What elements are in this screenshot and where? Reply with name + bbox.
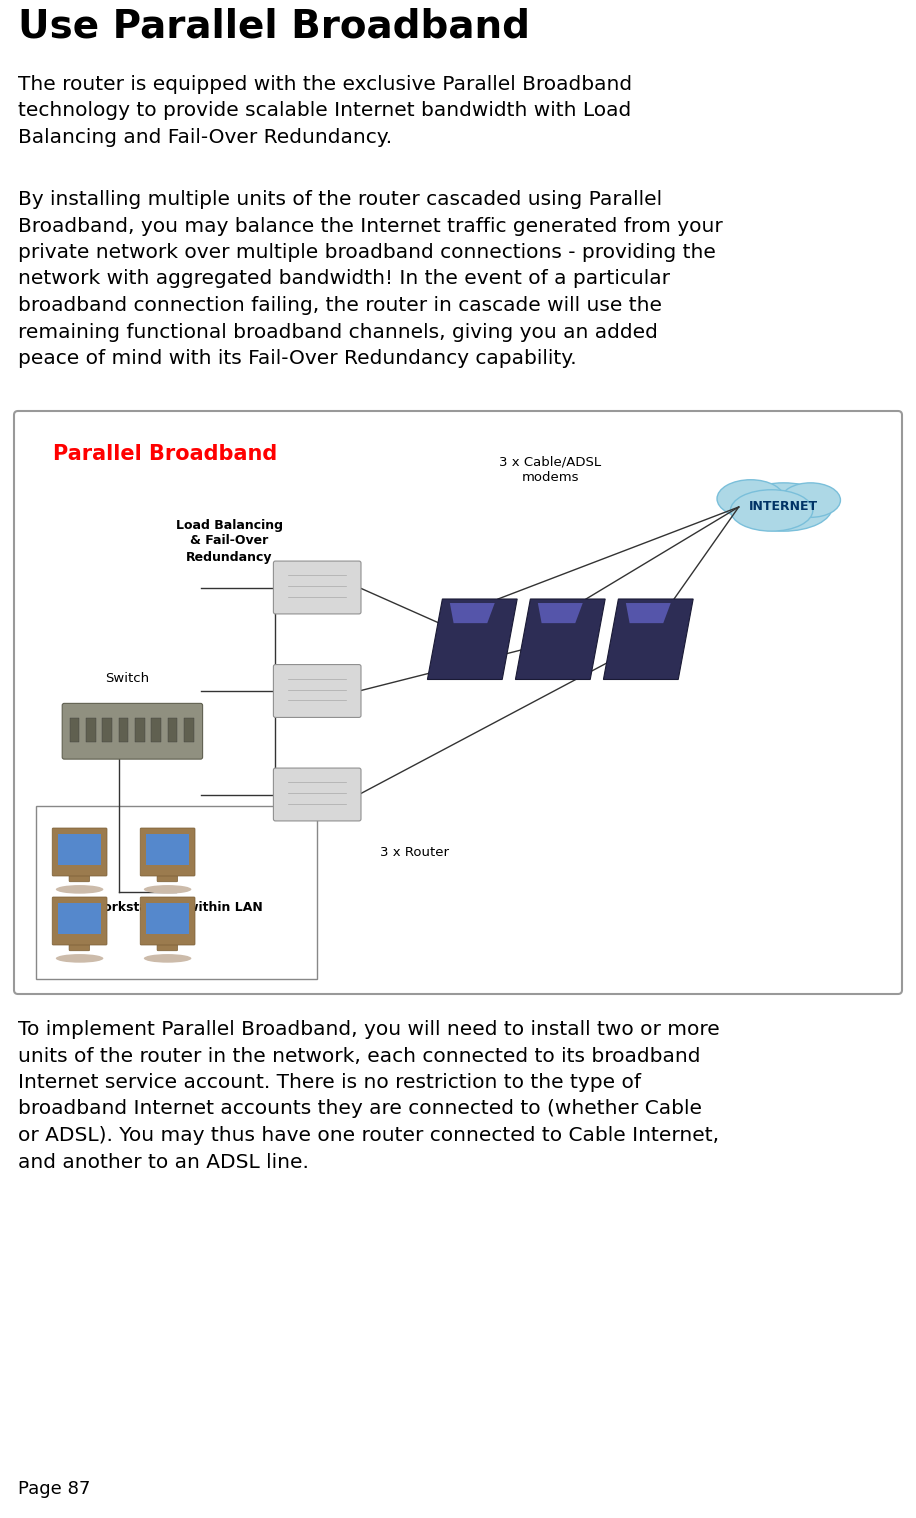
Ellipse shape [144,885,191,894]
FancyBboxPatch shape [273,665,361,718]
Bar [36,806,317,979]
Bar [151,718,161,742]
Text: INTERNET: INTERNET [749,501,818,513]
Text: To implement Parallel Broadband, you will need to install two or more
units of t: To implement Parallel Broadband, you wil… [18,1020,720,1172]
Ellipse shape [56,885,104,894]
FancyBboxPatch shape [158,906,178,950]
Bar [119,718,128,742]
Bar [103,718,112,742]
Text: Use Parallel Broadband: Use Parallel Broadband [18,8,530,46]
Bar [59,903,101,934]
Ellipse shape [56,953,104,962]
FancyBboxPatch shape [62,703,202,759]
Polygon shape [516,600,605,680]
Text: 3 x Cable/ADSL
modems: 3 x Cable/ADSL modems [499,455,602,484]
Text: Parallel Broadband: Parallel Broadband [53,443,278,465]
Ellipse shape [780,483,841,518]
Bar [59,833,101,865]
Bar [70,718,79,742]
Text: The router is equipped with the exclusive Parallel Broadband
technology to provi: The router is equipped with the exclusiv… [18,74,632,147]
Ellipse shape [717,480,784,518]
FancyBboxPatch shape [140,827,195,876]
FancyBboxPatch shape [140,897,195,946]
Bar [136,718,145,742]
Polygon shape [626,603,671,624]
FancyBboxPatch shape [52,827,107,876]
FancyBboxPatch shape [52,897,107,946]
Text: By installing multiple units of the router cascaded using Parallel
Broadband, yo: By installing multiple units of the rout… [18,190,723,367]
Polygon shape [604,600,693,680]
FancyBboxPatch shape [273,562,361,613]
Text: Load Balancing
& Fail-Over
Redundancy: Load Balancing & Fail-Over Redundancy [176,519,283,563]
Bar [147,903,189,934]
FancyBboxPatch shape [69,836,90,882]
Text: Page 87: Page 87 [18,1480,91,1498]
Text: Workstations within LAN: Workstations within LAN [90,900,263,914]
Polygon shape [428,600,518,680]
Ellipse shape [735,483,833,531]
Polygon shape [450,603,495,624]
FancyBboxPatch shape [14,411,902,994]
Ellipse shape [730,490,812,531]
Text: 3 x Router: 3 x Router [379,846,449,859]
FancyBboxPatch shape [273,768,361,821]
Bar [86,718,95,742]
Text: Switch: Switch [105,672,149,685]
Ellipse shape [144,953,191,962]
FancyBboxPatch shape [69,906,90,950]
Polygon shape [538,603,583,624]
FancyBboxPatch shape [158,836,178,882]
Bar [168,718,178,742]
Bar [147,833,189,865]
Bar [184,718,194,742]
